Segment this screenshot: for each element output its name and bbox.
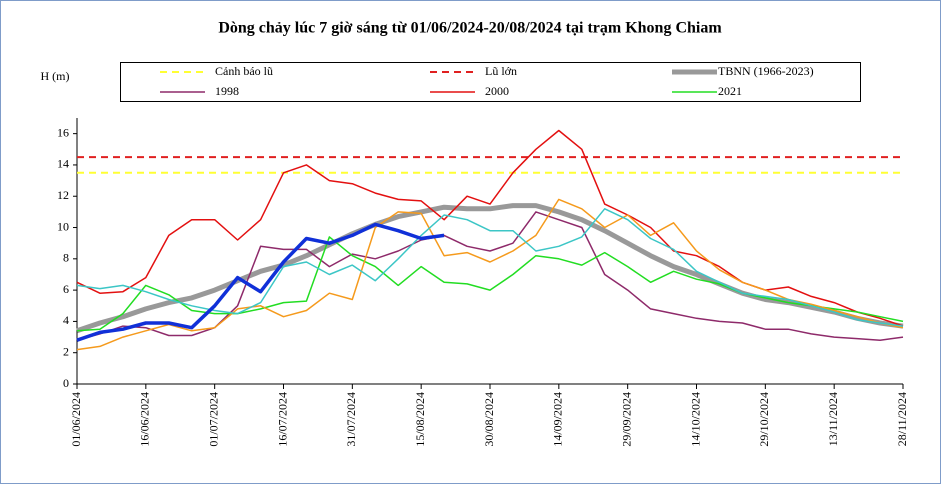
series-line (76, 208, 904, 327)
y-tick-label: 2 (63, 344, 69, 358)
y-tick-label: 4 (63, 313, 69, 327)
legend-label: 2000 (485, 84, 509, 98)
legend-label: 1998 (215, 84, 239, 98)
x-tick-label: 16/06/2024 (138, 392, 152, 447)
x-tick-label: 01/06/2024 (69, 392, 83, 447)
x-tick-label: 29/09/2024 (619, 392, 633, 447)
legend-label: 2021 (718, 84, 742, 98)
y-tick-label: 6 (63, 282, 69, 296)
x-tick-label: 28/11/2024 (895, 392, 909, 446)
x-tick-label: 31/07/2024 (344, 392, 358, 447)
x-tick-label: 16/07/2024 (275, 392, 289, 447)
y-tick-label: 14 (57, 157, 69, 171)
series-line (76, 222, 445, 342)
x-tick-label: 13/11/2024 (826, 392, 840, 446)
legend-label: TBNN (1966-2023) (718, 64, 814, 78)
x-tick-label: 14/10/2024 (688, 392, 702, 447)
y-axis-label: H (m) (41, 69, 70, 83)
x-tick-label: 30/08/2024 (482, 392, 496, 447)
series-line (76, 198, 904, 351)
y-tick-label: 16 (57, 125, 69, 139)
legend-label: Cảnh báo lũ (215, 64, 273, 78)
x-tick-label: 14/09/2024 (551, 392, 565, 447)
x-tick-label: 29/10/2024 (757, 392, 771, 447)
x-tick-label: 01/07/2024 (206, 392, 220, 447)
series-line (76, 236, 904, 332)
legend-box (120, 62, 861, 102)
y-tick-label: 0 (63, 376, 69, 390)
chart-title: Dòng chảy lúc 7 giờ sáng từ 01/06/2024-2… (218, 20, 722, 37)
y-tick-label: 10 (57, 219, 69, 233)
y-tick-label: 8 (63, 251, 69, 265)
y-tick-label: 12 (57, 188, 69, 202)
series-line (76, 203, 904, 334)
x-tick-label: 15/08/2024 (413, 392, 427, 447)
legend-label: Lũ lớn (485, 64, 517, 78)
